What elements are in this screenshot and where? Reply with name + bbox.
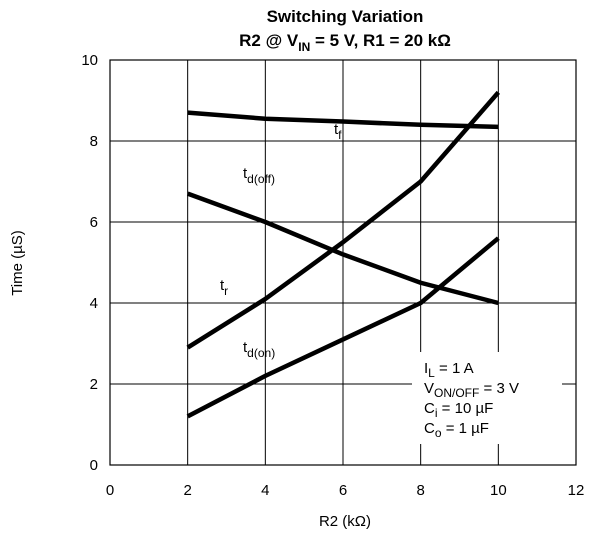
condition-0: IL = 1 A bbox=[424, 360, 474, 380]
series-line-t_r bbox=[186, 90, 501, 350]
x-tick-label-5: 10 bbox=[490, 482, 507, 499]
x-tick-label-2: 4 bbox=[261, 482, 269, 499]
conditions-bg bbox=[412, 352, 562, 444]
series-label-t_f: tf bbox=[334, 121, 342, 142]
plot-frame bbox=[109, 59, 577, 466]
y-tick-label-5: 10 bbox=[81, 52, 98, 69]
chart-title-line2-b: = 5 V, R1 = 20 kΩ bbox=[310, 31, 451, 50]
x-axis-label: R2 (kΩ) bbox=[319, 513, 371, 530]
series-lines bbox=[186, 90, 501, 419]
chart-title-line2-sub: IN bbox=[298, 40, 310, 54]
x-tick-label-1: 2 bbox=[183, 482, 191, 499]
condition-3: Co = 1 µF bbox=[424, 420, 489, 440]
y-tick-label-4: 8 bbox=[90, 133, 98, 150]
series-label-t_r: tr bbox=[220, 277, 228, 298]
condition-2: Ci = 10 µF bbox=[424, 400, 493, 420]
series-line-t_f bbox=[187, 110, 499, 130]
y-tick-label-3: 6 bbox=[90, 214, 98, 231]
chart-title-line1: Switching Variation bbox=[267, 7, 424, 26]
x-tick-label-4: 8 bbox=[416, 482, 424, 499]
series-label-t_d(on): td(on) bbox=[243, 339, 275, 360]
series-label-t_d(off): td(off) bbox=[243, 165, 275, 186]
x-tick-label-6: 12 bbox=[568, 482, 585, 499]
chart-title-line2: R2 @ VIN = 5 V, R1 = 20 kΩ bbox=[239, 31, 451, 54]
y-tick-label-2: 4 bbox=[90, 295, 98, 312]
grid bbox=[109, 59, 577, 466]
condition-1: VON/OFF = 3 V bbox=[424, 380, 519, 400]
x-tick-label-3: 6 bbox=[339, 482, 347, 499]
tick-labels: 0 2 4 6 8 10 12 0 2 4 6 8 10 bbox=[81, 52, 584, 499]
chart-title-line2-a: R2 @ V bbox=[239, 31, 299, 50]
y-tick-label-1: 2 bbox=[90, 376, 98, 393]
series-line-t_d(off) bbox=[186, 191, 499, 306]
y-tick-label-0: 0 bbox=[90, 457, 98, 474]
y-axis-label: Time (µS) bbox=[9, 230, 26, 296]
x-tick-label-0: 0 bbox=[106, 482, 114, 499]
series-line-t_d(on) bbox=[186, 236, 500, 419]
series-labels: tf td(off) tr td(on) bbox=[220, 121, 342, 360]
